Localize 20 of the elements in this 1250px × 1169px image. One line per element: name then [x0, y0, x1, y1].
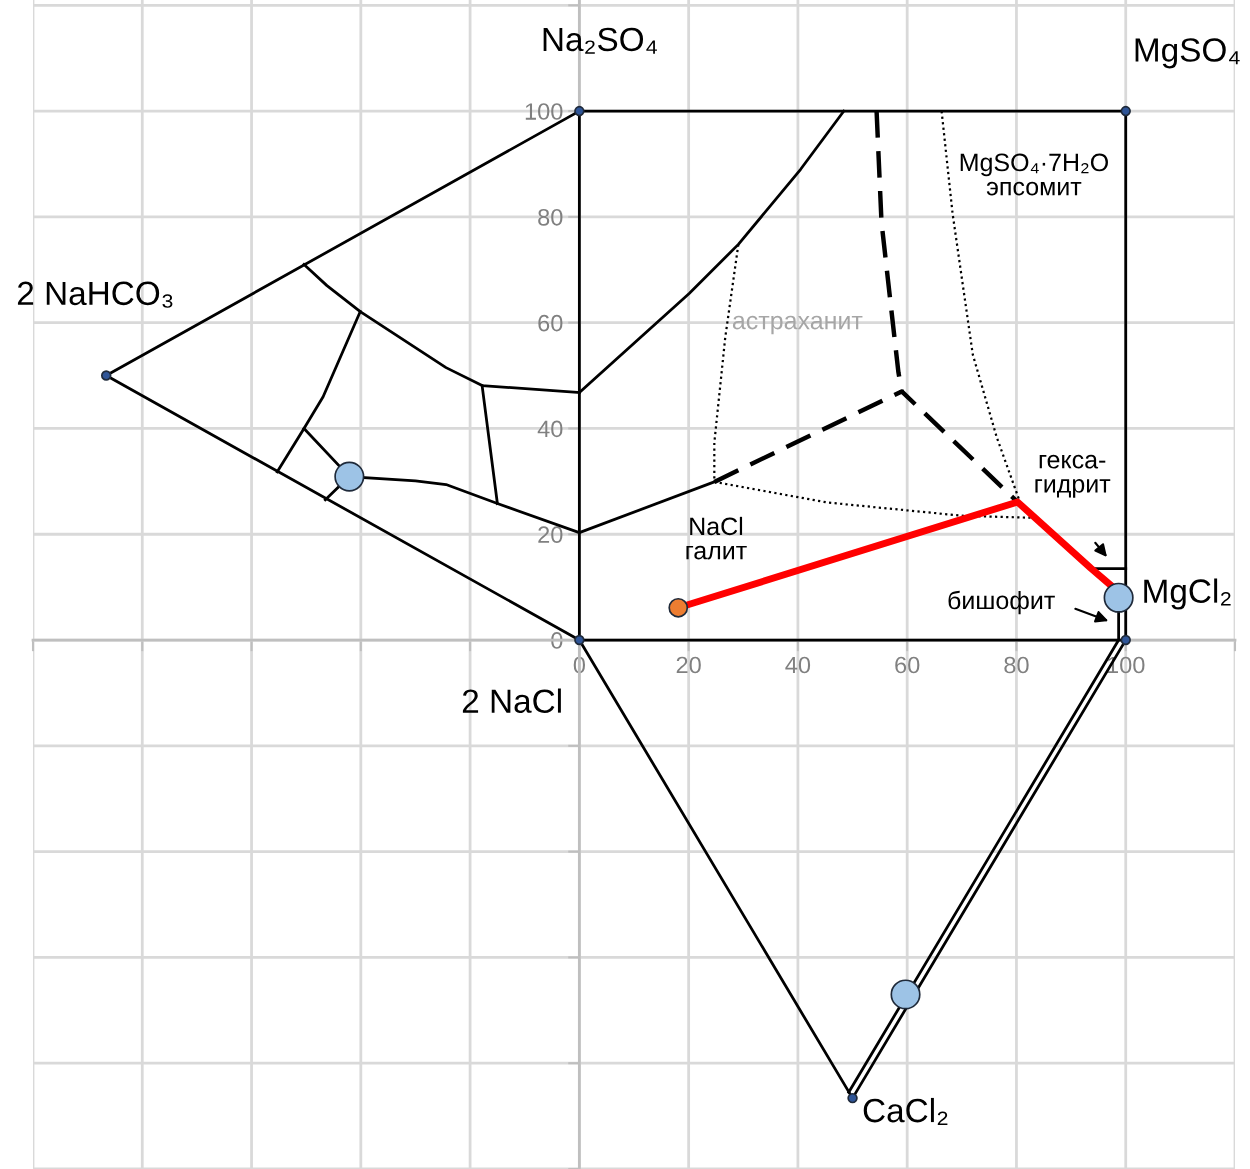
annotation: MgSO₄·7H₂O эпсомит	[960, 153, 1108, 196]
annotation: бишофит	[948, 590, 1055, 615]
x-tick-label: 60	[895, 656, 920, 674]
y-tick-label: 100	[525, 103, 563, 120]
y-tick-label: 40	[537, 420, 563, 438]
annotation: 2 NaHCO₃	[17, 281, 173, 308]
x-tick-label: 20	[676, 656, 701, 674]
x-tick-label: 80	[1004, 656, 1029, 674]
annotation: гекса- гидрит	[1035, 454, 1111, 498]
annotation: MgSO₄	[1135, 38, 1240, 69]
y-tick-label: 80	[538, 208, 563, 226]
y-tick-label: 60	[538, 314, 563, 332]
annotation: астраханит	[732, 315, 863, 335]
y-tick-label: 20	[538, 526, 563, 544]
annotation: MgCl₂	[1144, 578, 1231, 610]
annotation: NaCl галит	[686, 516, 747, 560]
annotation: 2 NaCl	[462, 688, 561, 713]
x-tick-label: 40	[785, 656, 811, 674]
annotation: Na₂SO₄	[543, 27, 657, 54]
annotation: CaCl₂	[863, 1097, 948, 1125]
